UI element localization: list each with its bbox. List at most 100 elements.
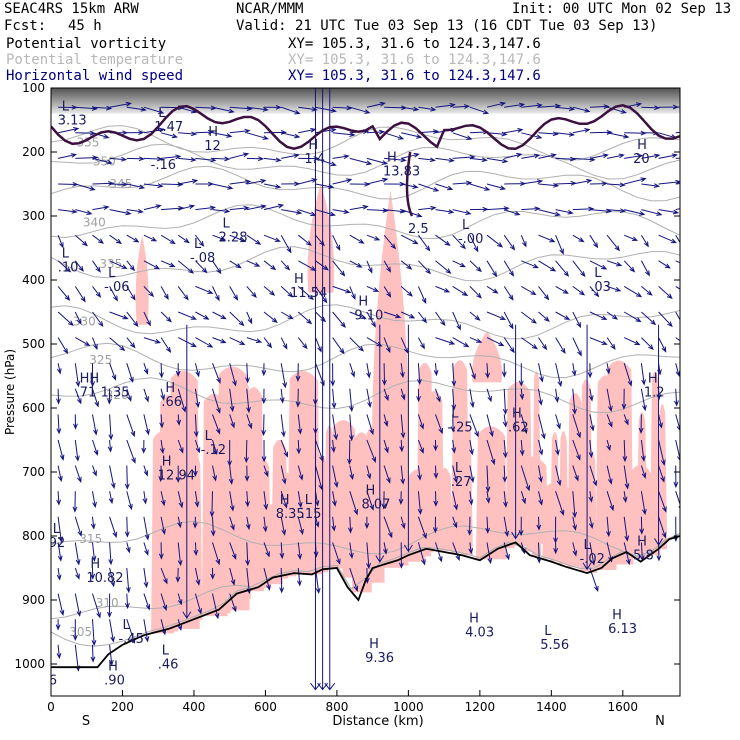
wind-vector — [518, 516, 524, 537]
wind-vector — [640, 234, 649, 248]
wind-vector — [486, 542, 493, 565]
extremum-marker: L — [122, 618, 130, 633]
theta-contour-330 — [51, 304, 680, 340]
wind-vector — [262, 516, 268, 533]
wind-vector — [401, 106, 420, 112]
wind-vector — [469, 363, 476, 380]
wind-vector — [502, 439, 508, 459]
extremum-value: -.08 — [190, 251, 215, 266]
wind-vector — [521, 103, 543, 108]
wind-vector — [658, 439, 666, 466]
wind-vector — [57, 465, 63, 483]
wind-vector — [192, 516, 198, 529]
wind-vector — [589, 104, 610, 109]
extremum-value: 20 — [633, 152, 650, 167]
wind-vector — [297, 491, 303, 509]
wind-vector — [622, 439, 628, 463]
axis-layer: 100 200 300 400 500 600 700 800 900 1000 0 200 400 60… — [14, 81, 680, 714]
wind-vector — [400, 311, 416, 319]
wind-vector — [295, 363, 301, 382]
wind-vector — [261, 388, 267, 405]
wind-vector — [521, 260, 539, 269]
wind-vector — [658, 260, 671, 269]
wind-vector — [229, 388, 235, 413]
wind-vector — [315, 337, 322, 353]
wind-vector — [298, 127, 317, 134]
wind-vector — [58, 209, 78, 214]
y-tick-label: 1000 — [14, 657, 45, 671]
wind-vector — [641, 153, 661, 159]
wind-vector — [195, 181, 214, 187]
wind-vector — [366, 101, 386, 108]
pv-shade-region — [372, 190, 410, 485]
wind-vector — [229, 286, 239, 301]
wind-vector — [435, 183, 454, 191]
wind-vector — [538, 183, 560, 188]
wind-vector — [366, 363, 371, 379]
wind-vector — [469, 286, 482, 299]
wind-vector — [538, 465, 543, 483]
wind-vector — [143, 156, 164, 162]
wind-vector — [452, 234, 466, 250]
wind-vector — [417, 542, 426, 566]
wind-vector — [331, 491, 337, 507]
pv-shade-region — [549, 431, 560, 562]
wind-vector — [675, 234, 680, 244]
wind-vector — [384, 157, 407, 163]
wind-vector — [245, 516, 251, 531]
wind-vector — [108, 414, 114, 441]
wind-vector — [399, 439, 405, 453]
extremum-value: 1.35 — [101, 385, 130, 400]
wind-vector — [485, 516, 490, 534]
wind-vector — [90, 363, 96, 388]
wind-vector — [90, 516, 96, 530]
wind-vector — [126, 567, 131, 594]
wind-vector — [400, 286, 413, 297]
extremum-value: 5.8 — [633, 549, 654, 564]
wind-vector — [143, 234, 158, 242]
wind-vector — [384, 181, 406, 187]
wind-vector — [246, 337, 263, 343]
wind-vector — [194, 439, 201, 454]
wind-vector — [212, 363, 221, 384]
wind-vector — [263, 542, 270, 558]
wind-vector — [555, 106, 576, 112]
wind-vector — [126, 106, 147, 112]
wind-vector — [606, 439, 611, 452]
wind-vector — [398, 542, 404, 569]
wind-vector — [297, 311, 313, 325]
wind-vector — [555, 209, 574, 215]
wind-vector — [160, 388, 165, 401]
wind-vector — [501, 363, 507, 378]
wind-vector — [416, 388, 421, 403]
x-tick-label: 200 — [111, 700, 134, 714]
wind-vector — [229, 234, 247, 243]
theta-contour-label: 335 — [99, 257, 122, 271]
extremum-marker: L — [544, 624, 552, 639]
wind-vector — [92, 105, 113, 111]
wind-vector — [228, 465, 234, 485]
wind-vector — [143, 204, 162, 211]
wind-vector — [383, 465, 391, 484]
wind-vector — [125, 542, 131, 554]
theta-contour-label: 305 — [69, 625, 92, 639]
x-tick-label: 1000 — [393, 700, 424, 714]
wind-vector — [582, 324, 592, 571]
wind-vector — [126, 311, 139, 328]
pv-fold-contour — [405, 151, 414, 217]
wind-vector — [108, 542, 114, 566]
wind-vector — [364, 516, 370, 530]
wind-vector — [177, 516, 182, 529]
extremum-marker: H — [308, 138, 318, 153]
wind-vector — [572, 439, 581, 461]
wind-vector — [502, 414, 508, 428]
wind-vector — [160, 593, 168, 612]
wind-vector — [518, 363, 524, 387]
wind-vector — [90, 644, 96, 663]
wind-vector — [347, 439, 352, 465]
wind-vector — [503, 286, 514, 301]
wind-vector — [229, 205, 250, 211]
wind-vector — [74, 542, 81, 566]
wind-vector — [229, 567, 236, 586]
wind-vector — [143, 414, 150, 436]
